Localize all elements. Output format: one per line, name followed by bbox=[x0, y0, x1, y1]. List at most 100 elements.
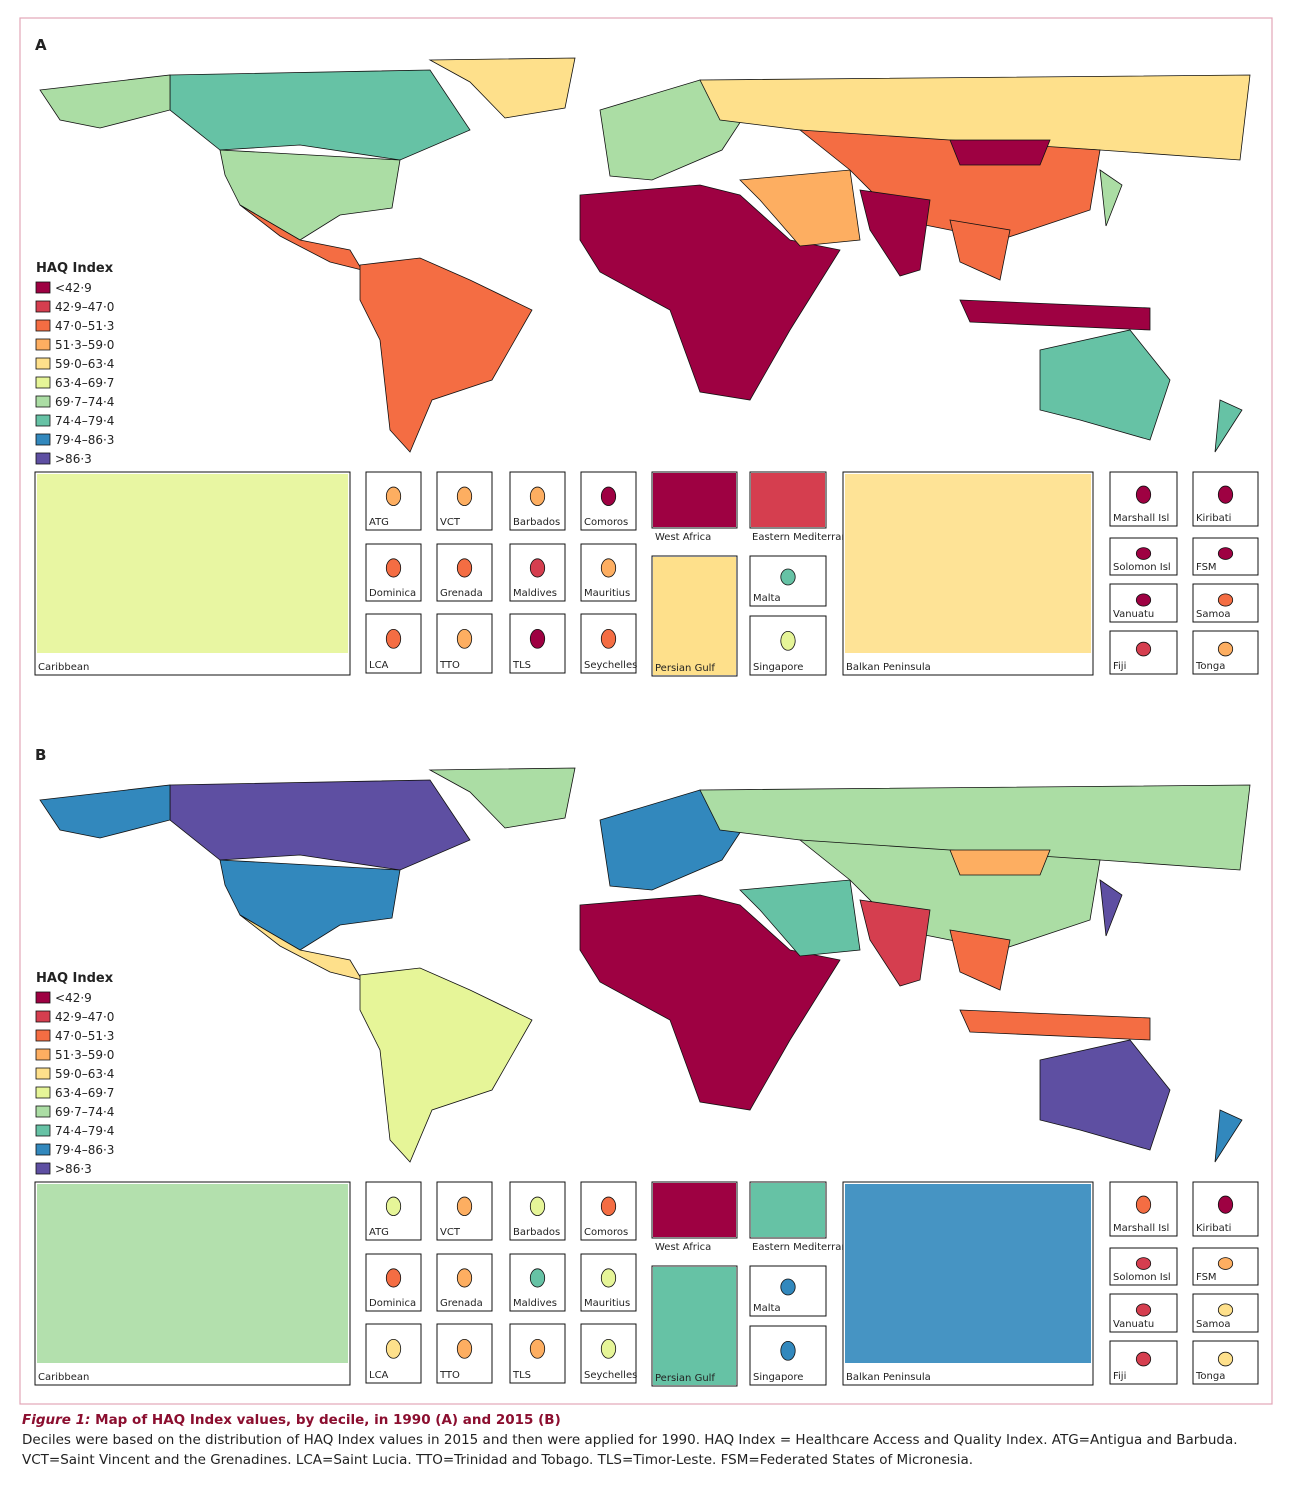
inset-label: TTO bbox=[439, 1370, 460, 1381]
inset-label: Dominica bbox=[369, 588, 416, 599]
inset-label: Singapore bbox=[753, 1372, 803, 1383]
legend-swatch bbox=[35, 1143, 51, 1156]
legend-title: HAQ Index bbox=[36, 261, 114, 276]
inset-label: Tonga bbox=[1195, 1371, 1225, 1382]
inset-island bbox=[456, 1196, 473, 1217]
country-region bbox=[949, 849, 1051, 876]
inset-island bbox=[385, 628, 402, 649]
inset-label: VCT bbox=[440, 517, 461, 528]
legend-title: HAQ Index bbox=[36, 971, 114, 986]
inset-label: Kiribati bbox=[1196, 1223, 1231, 1234]
inset-region bbox=[653, 473, 736, 527]
inset-label: FSM bbox=[1196, 562, 1217, 573]
inset-island bbox=[1217, 1351, 1234, 1367]
inset-label: Malta bbox=[753, 593, 781, 604]
inset-label: Seychelles bbox=[584, 1370, 637, 1381]
legend-label: >86·3 bbox=[55, 1162, 92, 1176]
country-region bbox=[1039, 1039, 1171, 1151]
legend-label: 51·3–59·0 bbox=[55, 1048, 114, 1062]
inset-label: Persian Gulf bbox=[655, 663, 715, 674]
inset-label: Malta bbox=[753, 1303, 781, 1314]
legend-label: 63·4–69·7 bbox=[55, 376, 114, 390]
inset-label: Dominica bbox=[369, 1298, 416, 1309]
legend-label: 63·4–69·7 bbox=[55, 1086, 114, 1100]
inset-island bbox=[1217, 641, 1234, 657]
legend-label: 42·9–47·0 bbox=[55, 300, 114, 314]
inset-region bbox=[37, 1184, 348, 1363]
inset-label: ATG bbox=[369, 1227, 389, 1238]
country-region bbox=[39, 784, 171, 839]
country-region bbox=[949, 219, 1011, 281]
inset-island bbox=[1217, 485, 1234, 504]
inset-box bbox=[580, 1323, 637, 1384]
inset-label: LCA bbox=[369, 1370, 389, 1381]
legend-label: <42·9 bbox=[55, 281, 92, 295]
inset-label: Barbados bbox=[513, 1227, 560, 1238]
inset-island bbox=[385, 486, 402, 507]
inset-island bbox=[600, 1196, 617, 1217]
inset-label: Vanuatu bbox=[1113, 1319, 1154, 1330]
inset-island bbox=[1135, 1351, 1152, 1367]
legend-label: 79·4–86·3 bbox=[55, 433, 114, 447]
legend-swatch bbox=[35, 1162, 51, 1175]
inset-label: Tonga bbox=[1195, 661, 1225, 672]
inset-island bbox=[456, 1338, 473, 1359]
inset-island bbox=[780, 630, 796, 651]
inset-label: Samoa bbox=[1196, 1319, 1230, 1330]
inset-island bbox=[1217, 593, 1234, 607]
inset-island bbox=[385, 1338, 402, 1359]
inset-island bbox=[780, 568, 796, 586]
legend-label: 74·4–79·4 bbox=[55, 1124, 114, 1138]
inset-label: Marshall Isl bbox=[1113, 1223, 1169, 1234]
country-region bbox=[1039, 329, 1171, 441]
inset-label: Singapore bbox=[753, 662, 803, 673]
inset-island bbox=[456, 628, 473, 649]
inset-island bbox=[1135, 641, 1152, 657]
inset-label: Grenada bbox=[440, 1298, 483, 1309]
inset-island bbox=[1135, 485, 1152, 504]
inset-label: TLS bbox=[512, 1370, 531, 1381]
inset-label: Fiji bbox=[1113, 1371, 1126, 1382]
world-map bbox=[39, 57, 1251, 453]
inset-label: Balkan Peninsula bbox=[846, 1372, 931, 1383]
inset-island bbox=[1135, 1303, 1152, 1317]
country-region bbox=[949, 929, 1011, 991]
inset-label: Mauritius bbox=[584, 588, 630, 599]
country-region bbox=[359, 967, 533, 1163]
inset-island bbox=[385, 1268, 402, 1288]
inset-region bbox=[653, 557, 736, 675]
inset-box bbox=[509, 613, 566, 674]
figure-title: Map of HAQ Index values, by decile, in 1… bbox=[95, 1412, 561, 1428]
country-region bbox=[219, 149, 401, 241]
inset-island bbox=[780, 1278, 796, 1296]
inset-island bbox=[529, 1338, 546, 1359]
inset-island bbox=[1135, 593, 1152, 607]
panel-label: A bbox=[35, 36, 47, 54]
inset-label: Vanuatu bbox=[1113, 609, 1154, 620]
inset-island bbox=[456, 1268, 473, 1288]
legend-label: 79·4–86·3 bbox=[55, 1143, 114, 1157]
inset-label: Caribbean bbox=[38, 1372, 89, 1383]
inset-label: Samoa bbox=[1196, 609, 1230, 620]
inset-region bbox=[653, 1183, 736, 1237]
inset-label: Kiribati bbox=[1196, 513, 1231, 524]
inset-label: West Africa bbox=[655, 532, 711, 543]
inset-label: Balkan Peninsula bbox=[846, 662, 931, 673]
inset-label: Grenada bbox=[440, 588, 483, 599]
inset-region bbox=[845, 1184, 1091, 1363]
country-region bbox=[959, 1009, 1151, 1041]
inset-label: Fiji bbox=[1113, 661, 1126, 672]
inset-island bbox=[1135, 1257, 1152, 1270]
legend-swatch bbox=[35, 395, 51, 408]
inset-island bbox=[1217, 1195, 1234, 1214]
inset-island bbox=[456, 558, 473, 578]
legend-swatch bbox=[35, 1067, 51, 1080]
inset-island bbox=[529, 558, 546, 578]
legend-label: 47·0–51·3 bbox=[55, 1029, 114, 1043]
inset-island bbox=[529, 1268, 546, 1288]
figure-label: Figure 1: bbox=[22, 1412, 91, 1428]
legend-swatch bbox=[35, 1010, 51, 1023]
inset-label: Marshall Isl bbox=[1113, 513, 1169, 524]
inset-island bbox=[456, 486, 473, 507]
